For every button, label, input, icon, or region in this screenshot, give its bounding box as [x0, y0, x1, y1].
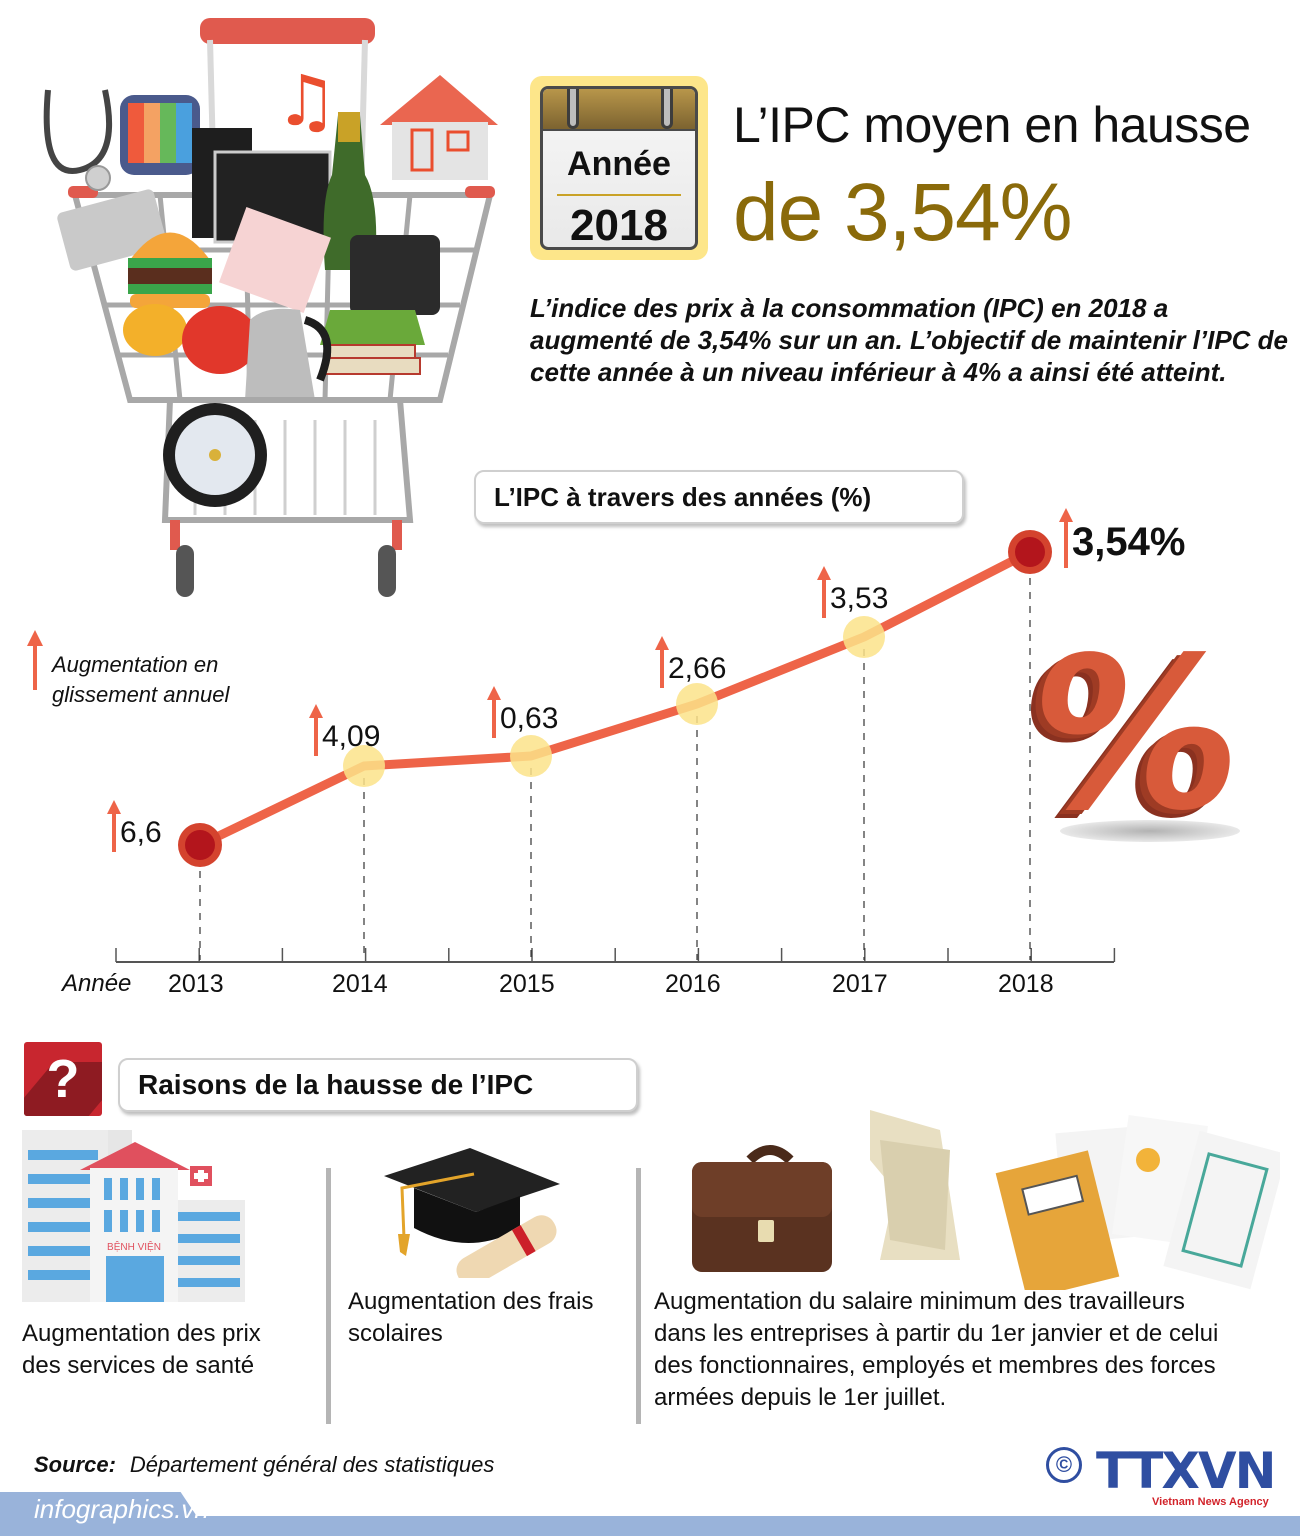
stethoscope-icon: [43, 89, 113, 191]
increase-arrow-icon: [655, 636, 669, 688]
music-note-icon: ♫: [275, 60, 338, 142]
cpi-line-chart: [115, 530, 1116, 963]
data-point-marker: [510, 735, 552, 777]
increase-arrow-icon: [817, 566, 831, 618]
headline-value: de 3,54%: [733, 167, 1072, 258]
calendar-ring-icon: [567, 89, 579, 129]
cart-handle-icon: [200, 18, 375, 44]
agency-logo: TTXVN: [1096, 1442, 1276, 1500]
x-tick-label: 2014: [332, 970, 388, 998]
increase-arrow-icon: [487, 686, 501, 738]
reason-school-fees: Augmentation des frais scolaires: [348, 1288, 594, 1347]
x-tick-label: 2016: [665, 970, 721, 998]
tomato-icon: [182, 306, 258, 374]
reason-health: Augmentation des prix des services de sa…: [22, 1320, 261, 1379]
increase-arrow-icon: [1059, 508, 1073, 568]
source-value: Département général des statistiques: [129, 1452, 495, 1477]
x-tick-label: 2015: [499, 970, 555, 998]
x-tick-label: 2017: [832, 970, 888, 998]
headline-title: L’IPC moyen en hausse: [733, 97, 1251, 153]
calendar-ring-icon: [661, 89, 673, 129]
svg-text:BỆNH VIỆN: BỆNH VIỆN: [107, 1240, 161, 1253]
percent-shadow: [1060, 820, 1240, 842]
data-point-marker: [843, 616, 885, 658]
house-icon: [380, 75, 498, 180]
source-label: Source:: [34, 1452, 116, 1477]
endpoint-marker: [1008, 530, 1052, 574]
champagne-icon: [323, 112, 377, 270]
calendar-year: 2018: [570, 201, 668, 250]
site-link[interactable]: infographics.vn: [34, 1494, 209, 1524]
column-divider: [326, 1168, 331, 1424]
chart-legend: Augmentation en glissement annuel: [52, 652, 230, 707]
chart-title: L’IPC à travers des années (%): [474, 470, 964, 524]
paper-stack-icon: [870, 1110, 960, 1260]
wheel-icon: [163, 403, 267, 507]
x-tick-label: 2018: [998, 970, 1054, 998]
increase-arrow-icon: [107, 800, 121, 852]
data-value-label: 2,66: [668, 652, 727, 685]
agency-subtitle: Vietnam News Agency: [1152, 1496, 1269, 1508]
x-tick-label: 2013: [168, 970, 224, 998]
books-icon: [324, 344, 421, 375]
data-value-label: 3,54%: [1072, 520, 1186, 564]
briefcase-documents-icon: [692, 1110, 1280, 1290]
increase-arrow-icon: [309, 704, 323, 756]
data-value-label: 4,09: [322, 720, 381, 753]
hospital-icon: BỆNH VIỆN: [22, 1130, 245, 1302]
source-line: Source: Département général des statistiq…: [34, 1452, 494, 1478]
shirt-icon: [219, 207, 331, 313]
percent-icon: %: [1012, 612, 1258, 857]
pepper-icon: [123, 304, 187, 356]
reason-minimum-wage: Augmentation du salaire minimum des trav…: [654, 1288, 1219, 1411]
data-point-marker: [676, 683, 718, 725]
shopping-cart-illustration: ♫: [43, 18, 498, 597]
tv-icon: [120, 95, 200, 175]
legend-arrow-icon: [27, 630, 43, 690]
copyright-icon: ©: [1046, 1447, 1082, 1483]
documents-icon: [995, 1115, 1280, 1290]
svg-text:♫: ♫: [275, 60, 338, 142]
briefcase-icon: [692, 1145, 832, 1272]
data-value-label: 6,6: [120, 816, 162, 849]
question-icon: ?: [24, 1042, 102, 1116]
intro-paragraph: L’indice des prix à la consommation (IPC…: [530, 293, 1289, 387]
reasons-title: Raisons de la hausse de l’IPC: [118, 1058, 638, 1112]
calendar-badge: Année 2018: [530, 76, 708, 260]
column-divider: [636, 1168, 641, 1424]
data-point-marker: [343, 745, 385, 787]
endpoint-marker: [178, 823, 222, 867]
telephone-icon: [320, 235, 440, 345]
kettle-icon: [245, 308, 332, 400]
data-value-label: 0,63: [500, 702, 559, 735]
burger-icon: [128, 232, 212, 308]
graduation-cap-icon: [384, 1148, 560, 1278]
footer-band: [0, 1516, 1300, 1536]
data-value-label: 3,53: [830, 582, 889, 615]
x-axis-label: Année: [62, 970, 132, 997]
calendar-label: Année: [567, 145, 671, 183]
footer-tab: [0, 1492, 210, 1536]
